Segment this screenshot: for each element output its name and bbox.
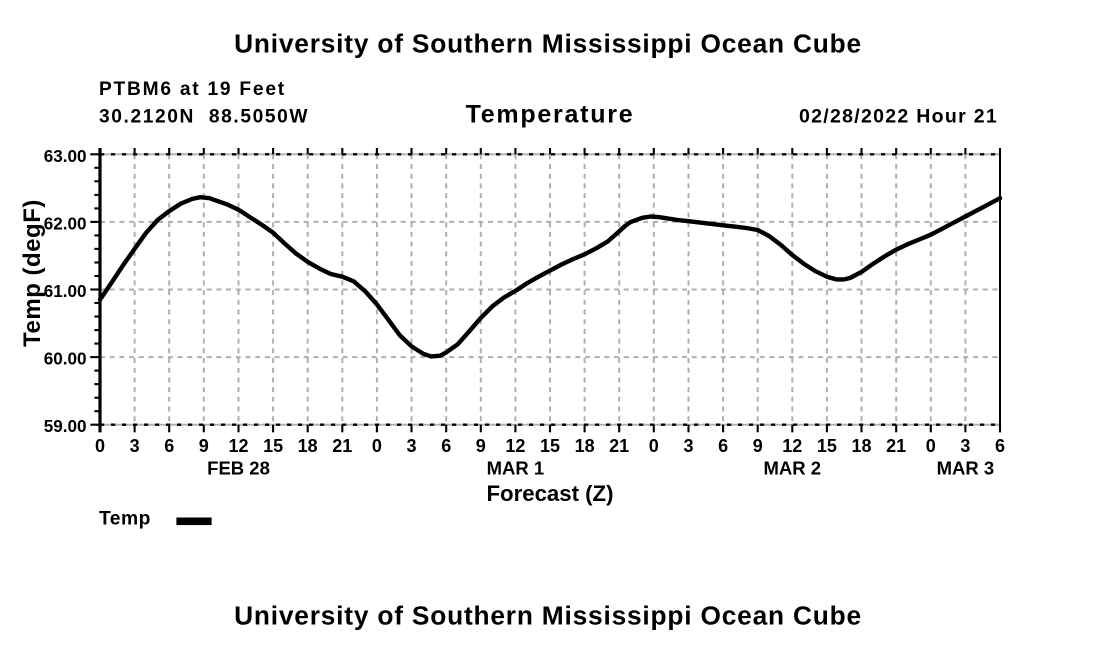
svg-text:0: 0 [926,436,936,456]
svg-text:63.00: 63.00 [44,147,87,166]
svg-text:18: 18 [575,436,595,456]
svg-text:MAR 3: MAR 3 [937,457,995,478]
svg-text:6: 6 [441,436,451,456]
svg-text:Forecast (Z): Forecast (Z) [487,481,614,506]
svg-text:60.00: 60.00 [44,350,87,369]
svg-text:FEB 28: FEB 28 [207,457,270,478]
svg-text:59.00: 59.00 [44,417,87,436]
svg-text:Temperature: Temperature [466,101,635,129]
svg-text:PTBM6 at 19 Feet: PTBM6 at 19 Feet [99,79,286,100]
svg-text:3: 3 [960,436,970,456]
svg-text:12: 12 [228,436,248,456]
svg-text:6: 6 [164,436,174,456]
svg-text:3: 3 [130,436,140,456]
svg-text:12: 12 [505,436,525,456]
svg-text:6: 6 [718,436,728,456]
svg-text:21: 21 [886,436,906,456]
svg-text:15: 15 [263,436,283,456]
svg-text:15: 15 [540,436,560,456]
svg-text:University of Southern Mississ: University of Southern Mississippi Ocean… [234,600,862,630]
svg-text:MAR 1: MAR 1 [487,457,545,478]
svg-text:9: 9 [753,436,763,456]
svg-text:12: 12 [782,436,802,456]
svg-text:Temp: Temp [99,509,151,530]
svg-text:0: 0 [649,436,659,456]
svg-text:15: 15 [817,436,837,456]
svg-text:02/28/2022 Hour 21: 02/28/2022 Hour 21 [799,105,998,127]
svg-text:3: 3 [683,436,693,456]
svg-text:Temp (degF): Temp (degF) [19,199,46,347]
svg-text:21: 21 [332,436,352,456]
svg-text:9: 9 [199,436,209,456]
svg-text:62.00: 62.00 [44,214,87,233]
svg-text:University of Southern Mississ: University of Southern Mississippi Ocean… [234,29,862,59]
svg-text:6: 6 [995,436,1005,456]
svg-text:18: 18 [298,436,318,456]
svg-text:21: 21 [609,436,629,456]
svg-text:0: 0 [372,436,382,456]
svg-text:0: 0 [95,436,105,456]
svg-text:3: 3 [406,436,416,456]
svg-text:MAR 2: MAR 2 [764,457,822,478]
svg-text:30.2120N 88.5050W: 30.2120N 88.5050W [99,107,309,128]
svg-text:18: 18 [851,436,871,456]
svg-text:9: 9 [476,436,486,456]
svg-text:61.00: 61.00 [44,282,87,301]
